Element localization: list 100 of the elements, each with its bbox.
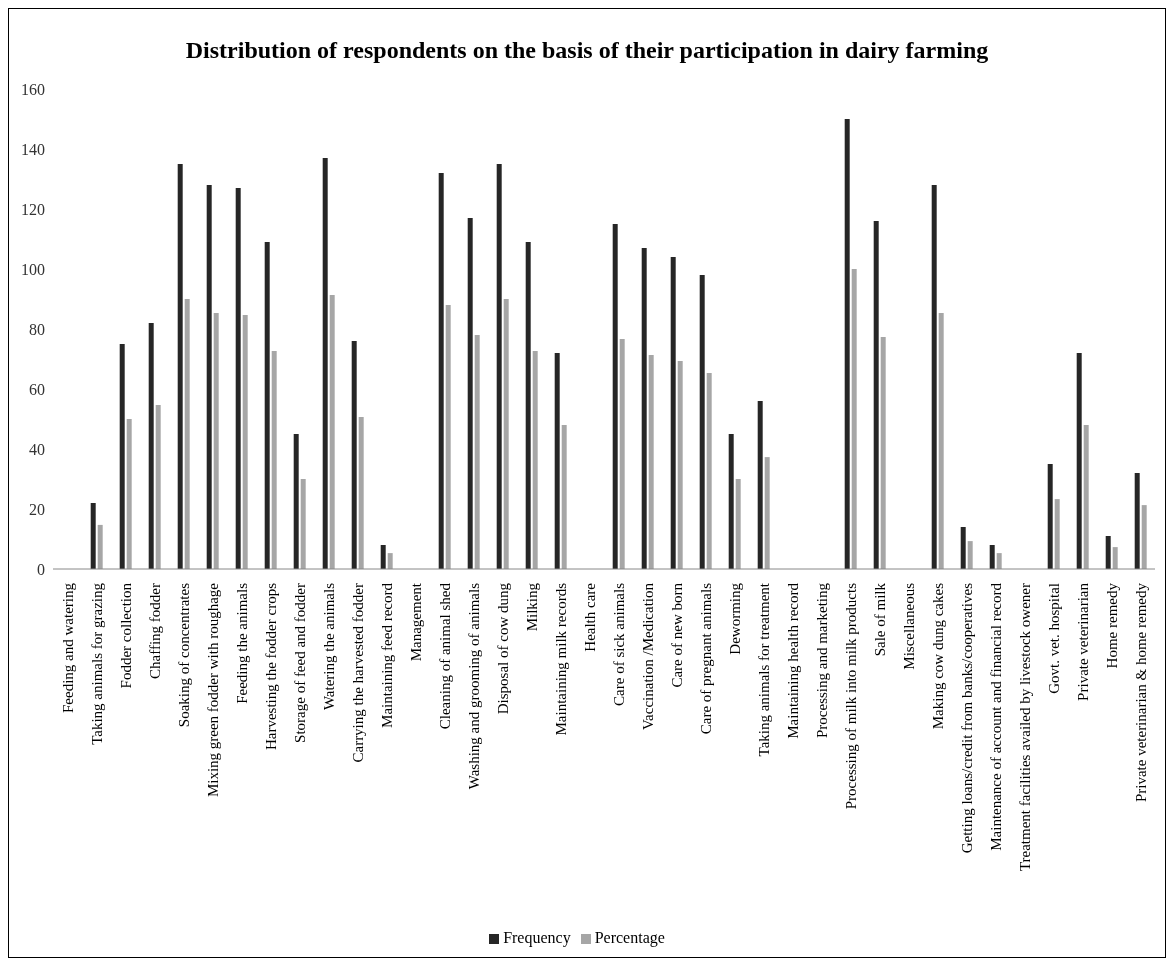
y-tick-label: 80 — [29, 320, 45, 338]
bar — [90, 503, 96, 569]
bar — [271, 350, 277, 569]
bar — [445, 305, 451, 569]
x-tick-label: Making cow dung cakes — [929, 582, 946, 730]
chart-title: Distribution of respondents on the basis of their participation in dairy farming — [184, 36, 990, 65]
bar — [97, 524, 103, 569]
bar — [300, 479, 306, 569]
bar — [184, 299, 190, 569]
x-tick-label: Vaccination /Medication — [639, 582, 656, 731]
bar — [293, 434, 299, 569]
bar — [873, 221, 879, 569]
bar — [1105, 536, 1111, 569]
x-tick-label: Processing and marketing — [813, 582, 830, 738]
bar — [989, 545, 995, 569]
y-tick-label: 160 — [21, 80, 45, 98]
x-tick-label: Chaffing fodder — [146, 583, 163, 679]
y-tick-label: 60 — [29, 380, 45, 398]
x-tick-label: Maintaining milk records — [552, 582, 569, 736]
x-tick-label: Feeding the animals — [233, 582, 250, 704]
x-tick-label: Taking animals for treatment — [755, 582, 772, 757]
bar — [177, 164, 183, 569]
x-tick-label: Maintaining feed record — [378, 582, 395, 728]
bar — [213, 313, 219, 569]
bar — [438, 173, 444, 569]
bar — [648, 355, 654, 569]
bar — [358, 416, 364, 569]
bar — [264, 242, 270, 569]
bar — [735, 479, 741, 569]
y-tick-label: 140 — [21, 140, 45, 158]
legend-label: Frequency — [503, 929, 571, 946]
bar — [503, 299, 509, 569]
x-tick-label: Health care — [581, 582, 598, 652]
bar — [1134, 473, 1140, 569]
bar — [931, 185, 937, 569]
bar — [496, 164, 502, 569]
bar — [880, 337, 886, 569]
bar — [1141, 505, 1147, 569]
bar — [467, 218, 473, 569]
bar — [764, 457, 770, 569]
x-tick-label: Govt. vet. hospital — [1045, 583, 1062, 694]
x-tick-label: Processing of milk into milk products — [842, 582, 859, 810]
bar — [242, 314, 248, 569]
bar — [387, 553, 393, 569]
bar — [119, 344, 125, 569]
bar — [706, 373, 712, 569]
bar — [670, 257, 676, 569]
x-tick-label: Management — [407, 582, 424, 662]
y-tick-label: 100 — [21, 260, 45, 278]
x-tick-label: Miscellaneous — [900, 582, 917, 670]
bar — [235, 188, 241, 569]
bar — [532, 350, 538, 569]
x-tick-label: Care of new born — [668, 582, 685, 688]
bar — [938, 313, 944, 569]
bar — [844, 119, 850, 569]
bar — [525, 242, 531, 569]
bar — [554, 353, 560, 569]
x-tick-label: Feeding and watering — [59, 582, 76, 713]
bar — [329, 295, 335, 569]
bar — [126, 419, 132, 569]
x-tick-label: Deworming — [726, 582, 743, 655]
x-tick-label: Cleaning of animal shed — [436, 582, 453, 730]
x-tick-label: Disposal of cow dung — [494, 582, 511, 715]
bar — [677, 361, 683, 569]
x-tick-label: Watering the animals — [320, 582, 337, 711]
y-tick-label: 0 — [37, 560, 45, 578]
y-tick-label: 20 — [29, 500, 45, 518]
x-tick-label: Harvesting the fodder crops — [262, 582, 279, 751]
bar — [1112, 547, 1118, 569]
bar — [960, 527, 966, 569]
bar — [619, 338, 625, 569]
x-tick-label: Sale of milk — [871, 582, 888, 657]
bar — [612, 224, 618, 569]
bar — [699, 275, 705, 569]
x-tick-label: Taking animals for grazing — [88, 582, 105, 745]
bar — [1047, 464, 1053, 569]
x-tick-label: Fodder collection — [117, 582, 134, 689]
y-tick-label: 40 — [29, 440, 45, 458]
bar — [967, 541, 973, 569]
x-tick-label: Maintenance of account and financial record — [987, 582, 1004, 851]
bar — [757, 401, 763, 569]
bar — [1076, 353, 1082, 569]
bar — [322, 158, 328, 569]
x-tick-label: Private veterinarian — [1074, 582, 1091, 701]
x-tick-label: Home remedy — [1103, 582, 1120, 669]
bar — [561, 425, 567, 569]
x-tick-label: Care of pregnant animals — [697, 582, 714, 735]
bar — [641, 248, 647, 569]
bar — [851, 269, 857, 569]
x-tick-label: Maintaining health record — [784, 582, 801, 739]
bar — [206, 185, 212, 569]
x-tick-label: Storage of feed and fodder — [291, 583, 308, 743]
bar — [1054, 499, 1060, 569]
bar — [728, 434, 734, 569]
bar — [380, 545, 386, 569]
x-tick-label: Milking — [523, 582, 540, 632]
bar — [996, 553, 1002, 569]
x-tick-label: Private veterinarian & home remedy — [1132, 582, 1149, 803]
x-tick-label: Carrying the harvested fodder — [349, 583, 366, 763]
bar — [155, 404, 161, 569]
